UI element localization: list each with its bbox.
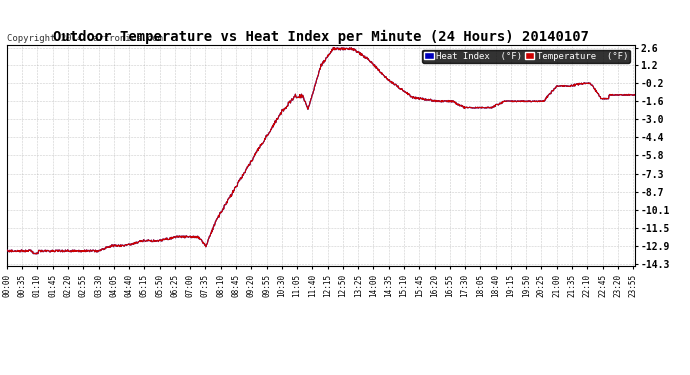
Legend: Heat Index  (°F), Temperature  (°F): Heat Index (°F), Temperature (°F) bbox=[422, 50, 630, 63]
Text: Copyright 2014 Cartronics.com: Copyright 2014 Cartronics.com bbox=[7, 34, 163, 43]
Title: Outdoor Temperature vs Heat Index per Minute (24 Hours) 20140107: Outdoor Temperature vs Heat Index per Mi… bbox=[53, 30, 589, 44]
